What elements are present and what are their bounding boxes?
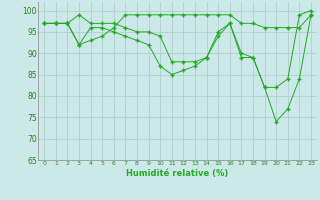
X-axis label: Humidité relative (%): Humidité relative (%)	[126, 169, 229, 178]
